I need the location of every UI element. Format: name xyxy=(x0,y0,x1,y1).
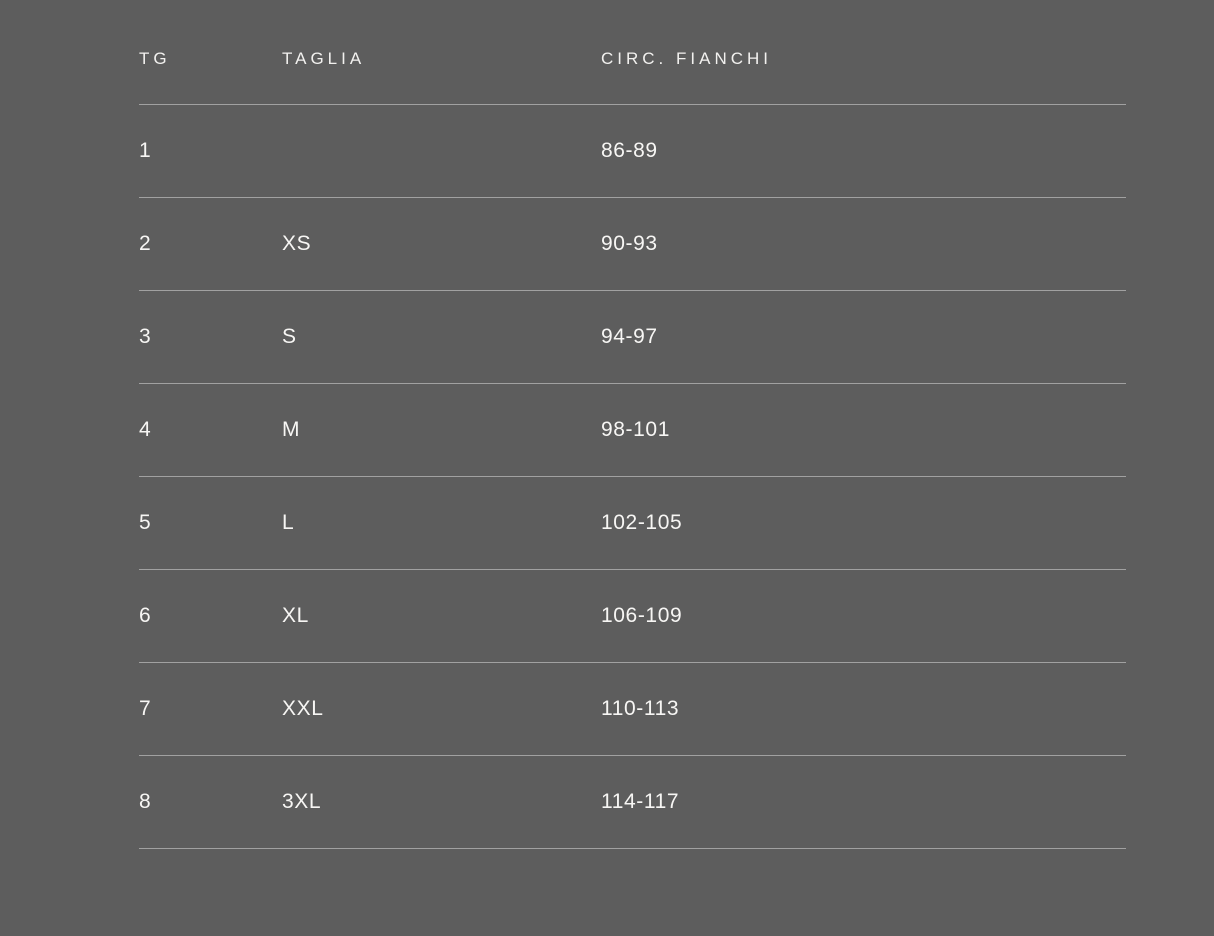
cell-circ-fianchi: 98-101 xyxy=(601,418,670,441)
cell-circ-fianchi: 86-89 xyxy=(601,139,658,162)
cell-tg: 7 xyxy=(139,697,152,720)
cell-circ-fianchi: 94-97 xyxy=(601,325,658,348)
cell-circ-fianchi: 110-113 xyxy=(601,697,680,720)
column-header-tg: TG xyxy=(139,49,171,68)
cell-circ-fianchi: 102-105 xyxy=(601,511,683,534)
cell-taglia: L xyxy=(282,511,295,534)
cell-tg: 5 xyxy=(139,511,152,534)
cell-taglia: XS xyxy=(282,232,312,255)
cell-taglia: XL xyxy=(282,604,309,627)
cell-taglia: 3XL xyxy=(282,790,322,813)
table-row: 1 86-89 xyxy=(139,105,1126,198)
cell-taglia: S xyxy=(282,325,297,348)
size-chart-header-row: TG TAGLIA CIRC. FIANCHI xyxy=(139,0,1126,105)
table-row: 5 L 102-105 xyxy=(139,477,1126,570)
cell-tg: 1 xyxy=(139,139,152,162)
table-row: 6 XL 106-109 xyxy=(139,570,1126,663)
cell-tg: 3 xyxy=(139,325,152,348)
cell-circ-fianchi: 90-93 xyxy=(601,232,658,255)
cell-tg: 4 xyxy=(139,418,152,441)
table-row: 3 S 94-97 xyxy=(139,291,1126,384)
table-row: 7 XXL 110-113 xyxy=(139,663,1126,756)
table-row: 2 XS 90-93 xyxy=(139,198,1126,291)
table-row: 4 M 98-101 xyxy=(139,384,1126,477)
cell-tg: 2 xyxy=(139,232,152,255)
cell-taglia: M xyxy=(282,418,301,441)
cell-tg: 8 xyxy=(139,790,152,813)
column-header-circ-fianchi: CIRC. FIANCHI xyxy=(601,49,772,68)
cell-tg: 6 xyxy=(139,604,152,627)
size-chart-table: TG TAGLIA CIRC. FIANCHI 1 86-89 2 XS 90-… xyxy=(139,0,1126,849)
cell-circ-fianchi: 114-117 xyxy=(601,790,680,813)
cell-circ-fianchi: 106-109 xyxy=(601,604,683,627)
table-row: 8 3XL 114-117 xyxy=(139,756,1126,849)
cell-taglia: XXL xyxy=(282,697,324,720)
column-header-taglia: TAGLIA xyxy=(282,49,366,68)
